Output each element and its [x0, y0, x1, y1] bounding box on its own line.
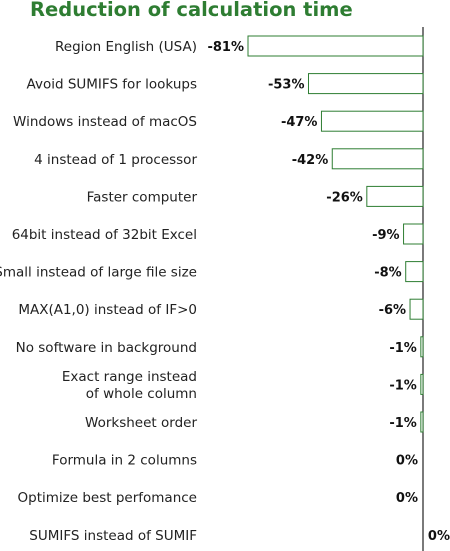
bar [409, 298, 424, 320]
category-label: Optimize best perfomance [18, 490, 197, 506]
value-labels-group: -81% -53% -47% -42% -26% -9% -8% -6% -1% -1% -1% 0%… [207, 40, 450, 544]
value-label: 0% [396, 491, 418, 506]
category-label: 64bit instead of 32bit Excel [12, 227, 197, 243]
category-label: Faster computer [87, 189, 198, 205]
bar [331, 148, 424, 170]
bar [320, 110, 424, 132]
category-label: Small instead of large file size [0, 265, 197, 281]
category-label: Region English (USA) [55, 39, 197, 55]
bar [307, 73, 424, 95]
bar [366, 185, 424, 207]
category-label: Avoid SUMIFS for lookups [27, 77, 197, 93]
category-label: Worksheet order [85, 415, 197, 431]
bar [420, 336, 424, 358]
chart-title: Reduction of calculation time [30, 0, 353, 21]
bar [420, 373, 424, 395]
category-label: SUMIFS instead of SUMIF [29, 528, 197, 544]
value-label: -8% [374, 266, 401, 281]
value-label: 0% [396, 454, 418, 469]
value-label: 0% [428, 529, 450, 544]
value-label: -81% [207, 40, 244, 55]
category-label: Exact range instead of whole column [62, 369, 197, 402]
category-label: No software in background [16, 340, 197, 356]
category-label: 4 instead of 1 processor [34, 152, 197, 168]
bar [420, 411, 424, 433]
value-label: -42% [292, 153, 329, 168]
value-label: -1% [389, 416, 416, 431]
value-label: -9% [372, 228, 399, 243]
bar [247, 35, 424, 57]
value-label: -6% [379, 303, 406, 318]
bars-group [247, 35, 424, 433]
value-label: -53% [268, 78, 305, 93]
category-label: Windows instead of macOS [13, 114, 197, 130]
value-label: -47% [281, 115, 318, 130]
bar [403, 223, 424, 245]
value-label: -1% [389, 341, 416, 356]
bar [405, 261, 424, 283]
value-label: -26% [326, 190, 363, 205]
category-label: Formula in 2 columns [52, 453, 197, 469]
category-labels-group: Region English (USA) Avoid SUMIFS for loo… [0, 39, 197, 544]
value-label: -1% [389, 378, 416, 393]
category-label: MAX(A1,0) instead of IF>0 [18, 302, 197, 318]
